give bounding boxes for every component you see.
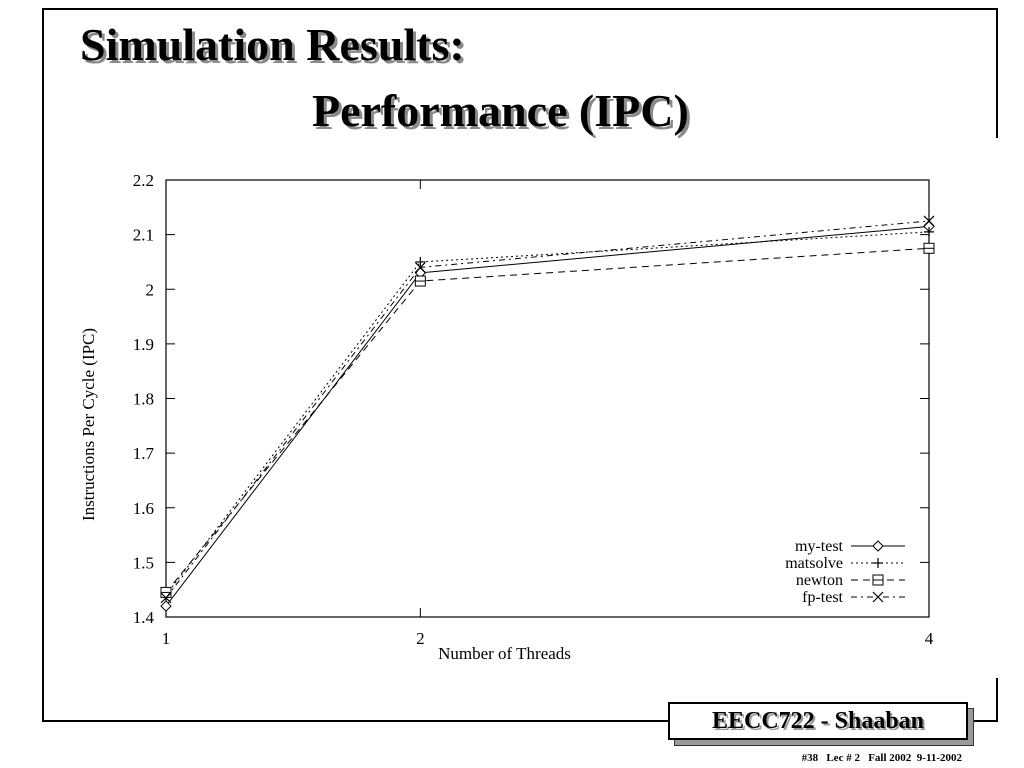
slide-title-line-2: Performance (IPC): [312, 85, 689, 136]
data-point-matsolve: [924, 226, 934, 237]
legend-marker-matsolve: [873, 558, 883, 568]
y-tick-label: 1.7: [133, 444, 155, 463]
legend-label-my-test: my-test: [795, 538, 844, 555]
data-point-my-test: [160, 600, 172, 612]
y-tick-label: 2.2: [133, 171, 154, 190]
footer-course-box: EECC722 - Shaaban: [668, 702, 968, 740]
x-axis-title: Number of Threads: [438, 644, 571, 663]
legend-label-matsolve: matsolve: [785, 555, 843, 572]
x-tick-label: 4: [925, 629, 934, 648]
y-tick-label: 1.4: [133, 608, 155, 627]
legend-marker-my-test: [872, 540, 884, 552]
y-tick-label: 1.6: [133, 499, 154, 518]
y-tick-label: 1.8: [133, 390, 154, 409]
y-tick-label: 2: [146, 280, 155, 299]
legend-label-newton: newton: [796, 572, 843, 589]
data-point-fp-test: [414, 261, 426, 273]
x-tick-label: 2: [416, 629, 425, 648]
slide-title-line-1: Simulation Results:: [80, 19, 465, 70]
x-tick-label: 1: [162, 629, 171, 648]
y-tick-label: 2.1: [133, 226, 154, 245]
footer-course-label: EECC722 - Shaaban: [711, 707, 925, 734]
legend-label-fp-test: fp-test: [802, 589, 843, 606]
ipc-chart: 1.4 1.5 1.6 1.7 1.8 1.9 2 2.1 2.2 1 2 4 Number of Th…: [70, 138, 1000, 678]
data-point-fp-test: [923, 215, 935, 227]
ipc-chart-svg: 1.4 1.5 1.6 1.7 1.8 1.9 2 2.1 2.2 1 2 4 Number of Th…: [79, 171, 935, 663]
legend-marker-fp-test: [872, 591, 884, 603]
y-axis-title: Instructions Per Cycle (IPC): [79, 328, 98, 521]
slide-footnote: #38 Lec # 2 Fall 2002 9-11-2002: [801, 752, 962, 764]
data-point-matsolve: [415, 256, 426, 267]
data-point-fp-test: [160, 592, 172, 604]
y-tick-label: 1.5: [133, 553, 154, 572]
y-tick-label: 1.9: [133, 335, 154, 354]
